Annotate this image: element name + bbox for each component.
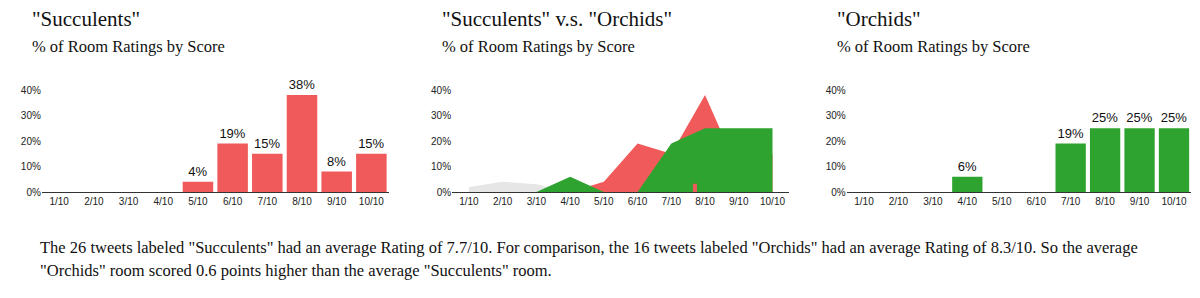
svg-text:19%: 19%	[1057, 126, 1083, 141]
html-text:The 26 tweets labeled "Succule: The 26 tweets labeled "Succulents" had a…	[40, 238, 1138, 280]
svg-text:3/10: 3/10	[119, 196, 139, 207]
svg-text:7/10: 7/10	[662, 196, 682, 207]
svg-text:1/10: 1/10	[49, 196, 69, 207]
svg-text:20%: 20%	[21, 136, 41, 147]
svg-text:25%: 25%	[1092, 110, 1118, 125]
svg-text:30%: 30%	[431, 110, 451, 121]
svg-text:4%: 4%	[188, 164, 207, 179]
svg-text:5/10: 5/10	[188, 196, 208, 207]
svg-text:2/10: 2/10	[493, 196, 513, 207]
svg-text:40%: 40%	[21, 85, 41, 96]
svg-text:40%: 40%	[431, 85, 451, 96]
svg-text:1/10: 1/10	[459, 196, 479, 207]
svg-text:"Orchids": "Orchids"	[837, 7, 921, 31]
svg-text:40%: 40%	[826, 85, 846, 96]
svg-text:2/10: 2/10	[889, 196, 909, 207]
svg-text:"Succulents" v.s. "Orchids": "Succulents" v.s. "Orchids"	[442, 7, 672, 31]
svg-text:% of Room Ratings by Score: % of Room Ratings by Score	[837, 37, 1030, 56]
svg-text:5/10: 5/10	[992, 196, 1012, 207]
svg-text:6/10: 6/10	[1026, 196, 1046, 207]
svg-text:1/10: 1/10	[854, 196, 874, 207]
svg-text:4/10: 4/10	[560, 196, 580, 207]
svg-text:10/10: 10/10	[359, 196, 384, 207]
svg-text:0%: 0%	[831, 187, 846, 198]
svg-text:7/10: 7/10	[258, 196, 278, 207]
svg-text:% of Room Ratings by Score: % of Room Ratings by Score	[442, 37, 635, 56]
svg-text:9/10: 9/10	[327, 196, 347, 207]
svg-text:4/10: 4/10	[154, 196, 174, 207]
svg-text:10%: 10%	[21, 161, 41, 172]
svg-text:5/10: 5/10	[594, 196, 614, 207]
svg-text:8%: 8%	[327, 154, 346, 169]
svg-text:2/10: 2/10	[84, 196, 104, 207]
svg-text:20%: 20%	[826, 136, 846, 147]
svg-text:10/10: 10/10	[760, 196, 785, 207]
svg-text:0%: 0%	[437, 187, 452, 198]
svg-text:10/10: 10/10	[1161, 196, 1186, 207]
svg-text:9/10: 9/10	[1130, 196, 1150, 207]
svg-text:10%: 10%	[431, 161, 451, 172]
svg-text:6/10: 6/10	[628, 196, 648, 207]
svg-text:8/10: 8/10	[292, 196, 312, 207]
svg-text:15%: 15%	[254, 136, 280, 151]
svg-text:30%: 30%	[21, 110, 41, 121]
svg-text:30%: 30%	[826, 110, 846, 121]
svg-text:% of Room Ratings by Score: % of Room Ratings by Score	[32, 37, 225, 56]
svg-text:25%: 25%	[1161, 110, 1187, 125]
svg-text:3/10: 3/10	[527, 196, 547, 207]
svg-text:"Succulents": "Succulents"	[32, 7, 140, 31]
svg-text:7/10: 7/10	[1061, 196, 1081, 207]
svg-text:0%: 0%	[26, 187, 41, 198]
svg-text:38%: 38%	[289, 77, 315, 92]
svg-text:8/10: 8/10	[1095, 196, 1115, 207]
svg-text:6/10: 6/10	[223, 196, 243, 207]
svg-text:6%: 6%	[958, 159, 977, 174]
svg-text:10%: 10%	[826, 161, 846, 172]
svg-text:3/10: 3/10	[923, 196, 943, 207]
svg-text:8/10: 8/10	[695, 196, 715, 207]
svg-text:20%: 20%	[431, 136, 451, 147]
svg-text:15%: 15%	[358, 136, 384, 151]
svg-text:25%: 25%	[1126, 110, 1152, 125]
svg-text:9/10: 9/10	[729, 196, 749, 207]
svg-text:19%: 19%	[219, 126, 245, 141]
svg-text:4/10: 4/10	[958, 196, 978, 207]
